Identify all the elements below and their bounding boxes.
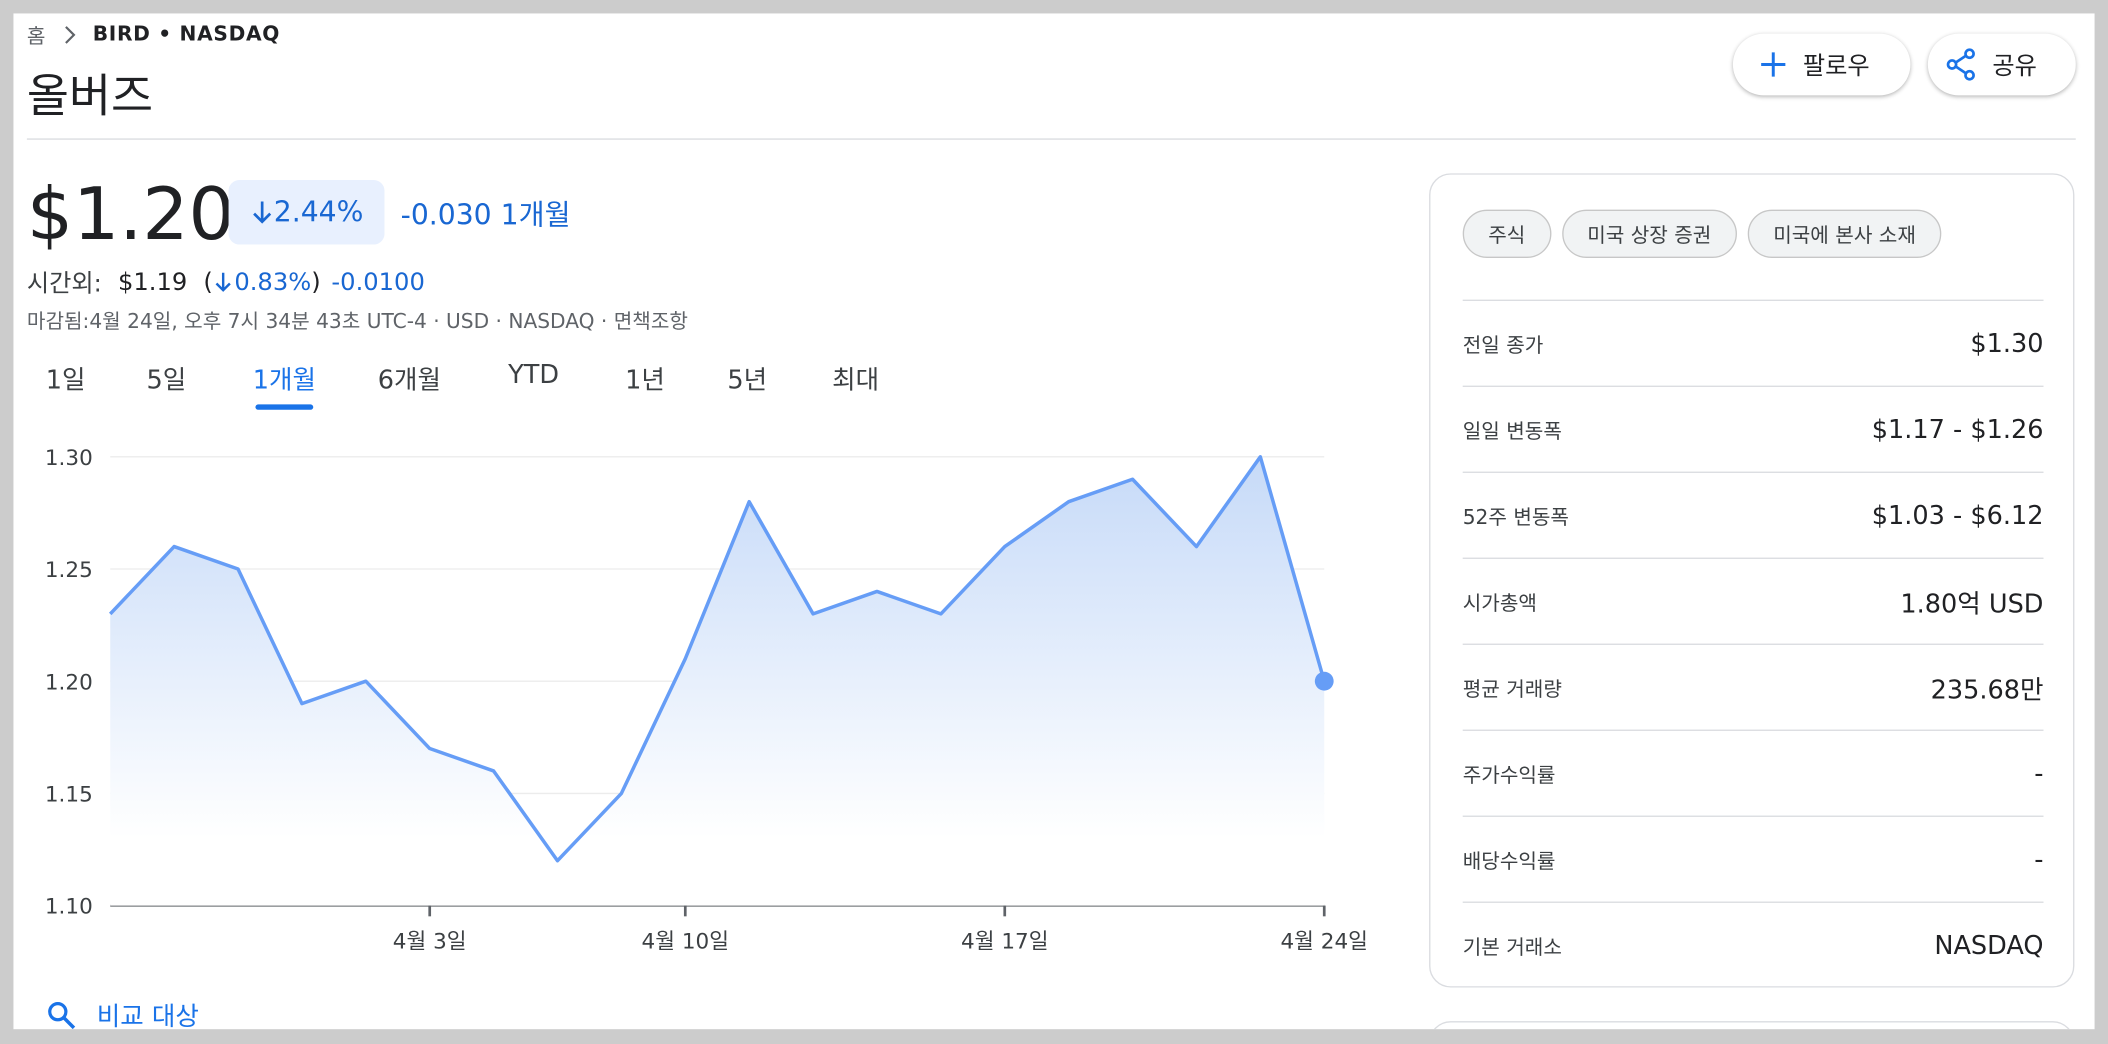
compare-label: 비교 대상: [96, 1002, 199, 1030]
stat-value: 1.80억 USD: [1900, 589, 2044, 619]
paren: (: [203, 268, 213, 297]
after-hours-pct: 0.83%: [234, 268, 312, 297]
x-tick-label: 4월 17일: [961, 930, 1048, 955]
page: 홈 BIRD • NASDAQ 올버즈 팔로우 공유 $1.20 2.44% -…: [13, 13, 2095, 1030]
stat-label: 주가수익률: [1462, 762, 1556, 787]
stat-label: 평균 거래량: [1462, 676, 1562, 701]
stat-row: 평균 거래량 235.68만: [1462, 643, 2044, 731]
stat-value: $1.03 - $6.12: [1871, 501, 2044, 531]
chip[interactable]: 미국 상장 증권: [1561, 209, 1737, 258]
stat-row: 52주 변동폭 $1.03 - $6.12: [1462, 471, 2044, 559]
after-hours-abs: -0.0100: [331, 268, 425, 297]
tab[interactable]: 6개월: [377, 365, 442, 396]
stat-label: 전일 종가: [1462, 332, 1544, 357]
stat-row: 전일 종가 $1.30: [1462, 299, 2044, 387]
stat-row: 주가수익률 -: [1462, 729, 2044, 817]
breadcrumb-ticker: BIRD • NASDAQ: [92, 21, 281, 46]
follow-button[interactable]: 팔로우: [1732, 33, 1911, 96]
stat-row: 기본 거래소 NASDAQ: [1462, 901, 2044, 989]
y-tick-label: 1.30: [45, 446, 93, 471]
share-icon: [1946, 48, 1975, 81]
stat-row: 일일 변동폭 $1.17 - $1.26: [1462, 385, 2044, 473]
stat-value: 235.68만: [1930, 675, 2044, 705]
y-tick-label: 1.10: [45, 895, 93, 920]
paren: ): [311, 268, 321, 297]
stat-value: $1.17 - $1.26: [1871, 415, 2044, 445]
closing-note: 마감됨:4월 24일, 오후 7시 34분 43초 UTC-4 · USD · …: [26, 309, 688, 334]
stat-label: 일일 변동폭: [1462, 418, 1562, 443]
stat-value: -: [2034, 845, 2044, 875]
price-line: [108, 455, 1326, 863]
y-tick-label: 1.20: [45, 670, 93, 695]
breadcrumb-home[interactable]: 홈: [26, 24, 46, 49]
chips: 주식 미국 상장 증권 미국에 본사 소재: [1462, 209, 1952, 258]
stat-label: 배당수익률: [1462, 848, 1556, 873]
tab[interactable]: 1일: [45, 365, 86, 396]
chip[interactable]: 미국에 본사 소재: [1747, 209, 1942, 258]
divider: [26, 138, 2076, 140]
search-icon: [48, 1001, 76, 1029]
after-hours-label: 시간외:: [26, 270, 102, 299]
x-tick-label: 4월 24일: [1281, 930, 1368, 955]
after-hours: 시간외: $1.19 ( 0.83% ) -0.0100: [27, 265, 425, 300]
stat-row: 시가총액 1.80억 USD: [1462, 557, 2044, 645]
stat-label: 기본 거래소: [1462, 934, 1562, 959]
last-point: [1314, 671, 1334, 691]
tab-indicator: [255, 404, 314, 410]
tab[interactable]: 5일: [146, 365, 187, 396]
chip[interactable]: 주식: [1462, 209, 1551, 258]
share-button[interactable]: 공유: [1927, 33, 2076, 96]
y-tick-label: 1.25: [45, 558, 93, 583]
x-tick-label: 4월 10일: [642, 930, 729, 955]
change-period: 1개월: [500, 198, 571, 232]
share-label: 공유: [1992, 52, 2037, 81]
tab[interactable]: 최대: [832, 365, 880, 396]
after-hours-price: $1.19: [117, 268, 188, 297]
change-pct: 2.44%: [273, 196, 364, 229]
stat-value: -: [2034, 759, 2044, 789]
stats-card: 주식 미국 상장 증권 미국에 본사 소재 전일 종가 $1.30 일일 변동폭 $1.1…: [1429, 173, 2075, 989]
page-title: 올버즈: [26, 69, 154, 124]
change-abs: -0.030 1개월: [401, 193, 571, 233]
area: [110, 456, 1325, 906]
follow-label: 팔로우: [1802, 52, 1870, 81]
stat-label: 시가총액: [1462, 590, 1537, 615]
x-tick-label: 4월 3일: [393, 930, 467, 955]
down-arrow: [216, 272, 232, 292]
tab[interactable]: YTD: [508, 360, 560, 390]
tab[interactable]: 1년: [625, 365, 665, 396]
chart: 1.10 1.15 1.20 1.25 1.30 4월 3일 4월 10일 4월 17일 4월 …: [45, 446, 1368, 955]
change-value: -0.030: [400, 198, 492, 232]
stat-value: NASDAQ: [1934, 931, 2044, 961]
next-card: [1429, 1021, 2075, 1030]
down-arrow: [252, 201, 271, 224]
chevron: [65, 26, 76, 44]
change-badge: 2.44%: [228, 180, 385, 245]
tab[interactable]: 5년: [727, 365, 768, 396]
stat-label: 52주 변동폭: [1462, 504, 1569, 529]
y-tick-label: 1.15: [45, 782, 93, 807]
compare-link[interactable]: 비교 대상: [46, 997, 199, 1029]
tab[interactable]: 1개월: [253, 360, 316, 410]
price: $1.20: [26, 171, 235, 257]
stat-row: 배당수익률 -: [1462, 815, 2044, 903]
plus-icon: [1761, 52, 1786, 77]
stat-value: $1.30: [1970, 329, 2044, 359]
